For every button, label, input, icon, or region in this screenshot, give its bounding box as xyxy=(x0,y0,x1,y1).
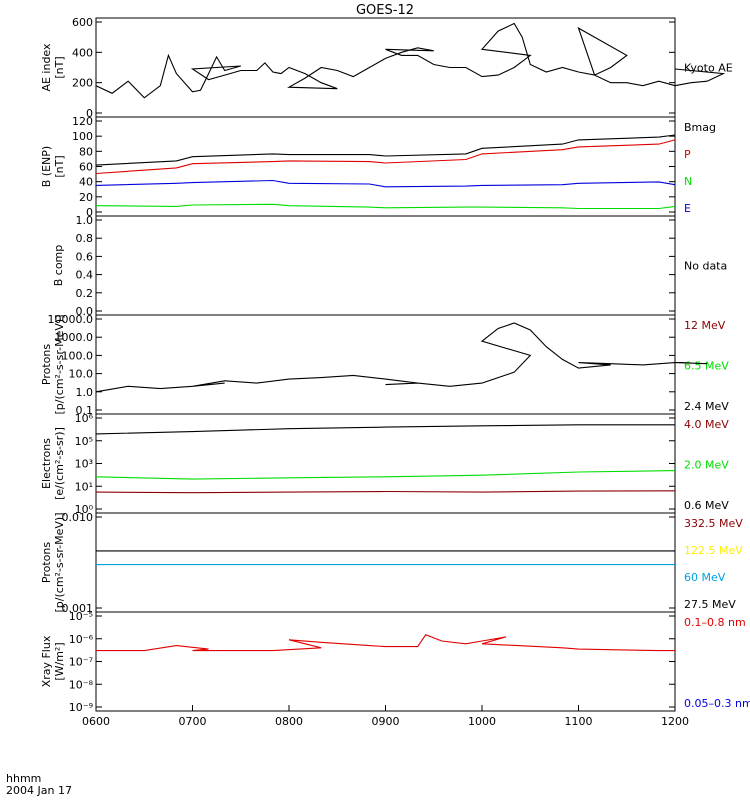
ylabel-hiprotons-0: Protons xyxy=(40,542,53,583)
ytick-label-bfield-6: 120 xyxy=(72,115,93,128)
ylabel-bcomp-0: B comp xyxy=(52,245,65,287)
ytick-label-bcomp-0: 0.0 xyxy=(76,305,94,318)
ytick-label-protons-0: 0.1 xyxy=(76,404,94,417)
series-line-xray-0 xyxy=(96,634,675,652)
xtick-label-6: 1200 xyxy=(661,715,689,728)
series-label-protons-0: 12 MeV xyxy=(684,319,726,332)
ytick-label-bfield-4: 80 xyxy=(79,145,93,158)
ytick-label-electrons-0: 10⁰ xyxy=(75,503,94,516)
ylabel-ae-1: [nT] xyxy=(53,56,66,78)
ytick-label-bcomp-3: 0.6 xyxy=(76,250,94,263)
ytick-label-xray-4: 10⁻⁵ xyxy=(69,610,93,623)
ylabel-protons-0: Protons xyxy=(40,344,53,385)
ytick-label-bfield-0: 0 xyxy=(86,206,93,219)
ytick-label-bfield-5: 100 xyxy=(72,130,93,143)
series-label-hiprotons-3: 27.5 MeV xyxy=(684,598,736,611)
date-label: 2004 Jan 17 xyxy=(6,784,72,797)
series-label-bcomp-0: No data xyxy=(684,260,727,273)
panel-frame-protons xyxy=(95,314,676,415)
xtick-label-3: 0900 xyxy=(372,715,400,728)
panel-frame-xray xyxy=(95,611,676,712)
ylabel-xray-0: Xray Flux xyxy=(40,635,53,687)
ytick-label-ae-3: 600 xyxy=(72,16,93,29)
ytick-label-bfield-1: 20 xyxy=(79,191,93,204)
series-line-electrons-0 xyxy=(95,424,675,435)
xtick-label-1: 0700 xyxy=(179,715,207,728)
ylabel-xray-1: [W/m²] xyxy=(53,642,66,680)
ytick-label-ae-1: 200 xyxy=(72,77,93,90)
ytick-label-bfield-3: 60 xyxy=(79,161,93,174)
ytick-label-electrons-1: 10¹ xyxy=(75,480,93,493)
ytick-label-protons-3: 100.0 xyxy=(62,349,94,362)
ytick-label-electrons-3: 10⁵ xyxy=(75,435,93,448)
series-label-protons-2: 2.4 MeV xyxy=(684,400,729,413)
xtick-label-2: 0800 xyxy=(275,715,303,728)
plot-title: GOES-12 xyxy=(356,3,414,18)
panel-frame-bcomp xyxy=(95,215,676,316)
series-label-hiprotons-0: 332.5 MeV xyxy=(684,517,743,530)
ylabel-electrons-0: Electrons xyxy=(40,438,53,489)
series-line-electrons-1 xyxy=(95,470,676,480)
ylabel-hiprotons-1: [p/(cm²-s-sr-MeV)] xyxy=(53,513,66,613)
ytick-label-xray-0: 10⁻⁹ xyxy=(69,701,93,714)
series-label-electrons-0: 4.0 MeV xyxy=(684,418,729,431)
ytick-label-protons-5: 10000.0 xyxy=(48,313,94,326)
ytick-label-xray-3: 10⁻⁶ xyxy=(69,633,94,646)
ytick-label-protons-2: 10.0 xyxy=(69,368,94,381)
ytick-label-bcomp-1: 0.2 xyxy=(76,287,94,300)
time-format-label: hhmm xyxy=(6,772,41,785)
series-label-bfield-2: N xyxy=(684,175,692,188)
panel-frame-ae xyxy=(95,17,676,118)
ytick-label-protons-1: 1.0 xyxy=(76,386,94,399)
series-label-hiprotons-2: 60 MeV xyxy=(684,571,726,584)
ytick-label-ae-2: 400 xyxy=(72,46,93,59)
ytick-label-electrons-4: 10⁶ xyxy=(75,412,94,425)
panel-frame-hiprotons xyxy=(95,512,676,613)
series-label-bfield-1: P xyxy=(684,148,691,161)
series-label-bfield-0: Bmag xyxy=(684,121,716,134)
series-label-protons-1: 6.5 MeV xyxy=(684,360,729,373)
series-line-bfield-3 xyxy=(95,179,676,188)
series-line-protons-0 xyxy=(95,322,708,393)
ytick-label-hiprotons-0: 0.001 xyxy=(62,602,94,615)
xtick-label-0: 0600 xyxy=(82,715,110,728)
ylabel-ae-0: AE index xyxy=(40,43,53,92)
series-label-electrons-2: 0.6 MeV xyxy=(684,499,729,512)
series-label-hiprotons-1: 122.5 MeV xyxy=(684,544,743,557)
series-label-xray-0: 0.1–0.8 nm xyxy=(684,616,746,629)
ytick-label-bfield-2: 40 xyxy=(79,176,93,189)
series-line-bfield-1 xyxy=(95,139,676,175)
panel-frame-electrons xyxy=(95,413,676,514)
ytick-label-xray-2: 10⁻⁷ xyxy=(69,656,93,669)
ylabel-electrons-1: [e/(cm²-s-sr)] xyxy=(53,427,66,500)
ylabel-protons-1: [p/(cm²-s-sr-MeV)] xyxy=(53,315,66,415)
series-label-electrons-1: 2.0 MeV xyxy=(684,459,729,472)
series-line-bfield-2 xyxy=(95,203,676,210)
series-label-bfield-3: E xyxy=(684,202,691,215)
xtick-label-4: 1000 xyxy=(468,715,496,728)
series-label-xray-1: 0.05–0.3 nm xyxy=(684,697,750,710)
ytick-label-hiprotons-1: 0.010 xyxy=(62,511,94,524)
ytick-label-bcomp-5: 1.0 xyxy=(76,214,94,227)
series-line-ae-0 xyxy=(95,22,726,99)
ytick-label-ae-0: 0 xyxy=(86,107,93,120)
series-line-bfield-0 xyxy=(95,134,676,166)
xtick-label-5: 1100 xyxy=(565,715,593,728)
ytick-label-bcomp-2: 0.4 xyxy=(76,269,94,282)
ytick-label-bcomp-4: 0.8 xyxy=(76,232,94,245)
ylabel-bfield-1: [nT] xyxy=(53,155,66,177)
ytick-label-xray-1: 10⁻⁸ xyxy=(69,678,94,691)
series-line-electrons-2 xyxy=(95,490,676,494)
ylabel-bfield-0: B (ENP) xyxy=(40,146,53,187)
ytick-label-electrons-2: 10³ xyxy=(75,458,93,471)
ytick-label-protons-4: 1000.0 xyxy=(55,331,94,344)
